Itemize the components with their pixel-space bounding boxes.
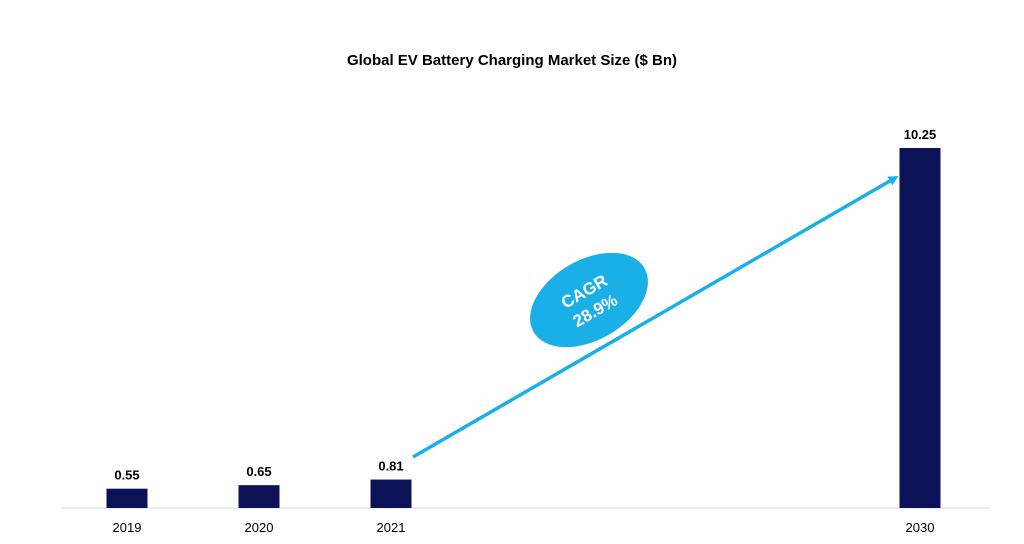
value-label-2021: 0.81 xyxy=(378,459,403,474)
bar-2020 xyxy=(238,485,280,508)
x-tick-label-2021: 2021 xyxy=(377,520,406,535)
x-tick-label-2020: 2020 xyxy=(245,520,274,535)
value-label-2019: 0.55 xyxy=(114,468,139,483)
bar-2019 xyxy=(106,488,148,508)
value-labels-layer: 0.55 0.65 0.81 10.25 xyxy=(114,127,936,483)
cagr-ellipse xyxy=(530,252,648,348)
value-label-2030: 10.25 xyxy=(904,127,937,142)
bar-2030 xyxy=(899,148,941,508)
cagr-badge: CAGR 28.9% xyxy=(530,252,648,348)
chart-title: Global EV Battery Charging Market Size (… xyxy=(346,52,678,69)
value-label-2020: 0.65 xyxy=(246,464,271,479)
cagr-arrow xyxy=(412,175,899,459)
tick-labels-layer: 2019 2020 2021 2030 xyxy=(113,520,935,535)
x-tick-label-2019: 2019 xyxy=(113,520,142,535)
bars-layer xyxy=(106,148,941,508)
bar-2021 xyxy=(370,479,412,508)
x-tick-label-2030: 2030 xyxy=(906,520,935,535)
